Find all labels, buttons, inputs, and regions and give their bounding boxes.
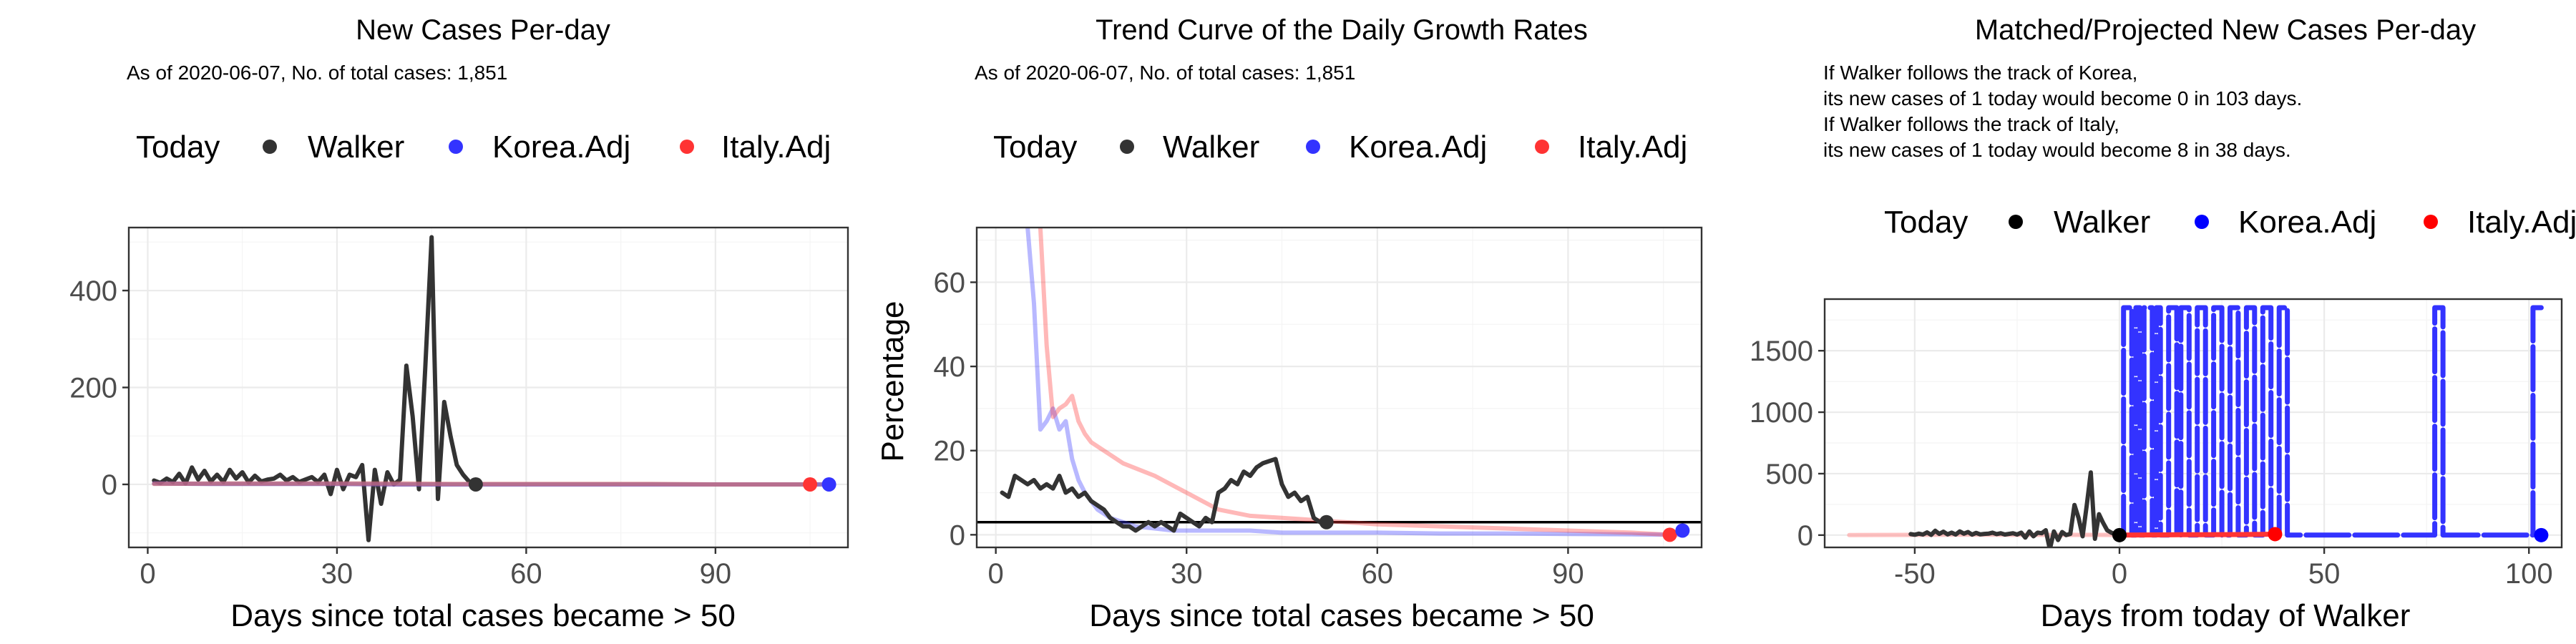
legend-label-walker: Walker [308,130,404,165]
x-tick-label: 60 [510,558,542,590]
x-tick-label: 30 [321,558,353,590]
legend-title: Today [1884,205,1968,240]
x-axis-label: Days since total cases became > 50 [1089,598,1594,633]
series-line-walker [1000,457,1329,533]
x-tick-label: -50 [1894,558,1936,590]
legend-title: Today [136,130,220,165]
legend-label-italy: Italy.Adj [2467,205,2576,240]
today-point-walker [1319,514,1334,530]
today-point-italy-adj [803,477,818,492]
plot-frame [975,226,1703,549]
series-line-korea-adj [2117,305,2544,538]
series-line-korea-adj [1025,228,1685,537]
today-point-italy-adj [1662,527,1677,542]
x-tick-label: 100 [2505,558,2553,590]
panel-growth-rates: Trend Curve of the Daily Growth Rates As… [875,14,1703,633]
x-tick-label: 0 [988,558,1004,590]
panel-title: Matched/Projected New Cases Per-day [1975,14,2476,46]
legend-key-italy [1535,140,1549,154]
y-tick-label: 0 [1797,520,1813,552]
legend: Today Walker Korea.Adj Italy.Adj [993,130,1687,165]
panel-matched-projected: Matched/Projected New Cases Per-day If W… [1750,14,2576,633]
legend-title: Today [993,130,1077,165]
y-tick-label: 40 [934,351,966,383]
legend-key-walker [263,140,277,154]
x-tick-label: 0 [2112,558,2127,590]
today-point-italy-adj [2268,527,2283,542]
legend-key-korea [2195,215,2209,229]
panel-title: New Cases Per-day [356,14,610,46]
legend: Today Walker Korea.Adj Italy.Adj [1884,205,2576,240]
y-axis-label: Percentage [875,301,910,462]
today-point-walker [2112,527,2127,542]
x-tick-label: 90 [700,558,732,590]
y-tick-label: 60 [934,267,966,298]
plot-area: 0 30 60 90 0 20 40 60 [934,226,1703,590]
legend-key-walker [2009,215,2023,229]
legend-label-korea: Korea.Adj [1349,130,1487,165]
series-line-walker [152,235,478,542]
panel-subtitle: As of 2020-06-07, No. of total cases: 1,… [975,62,1355,84]
legend-label-walker: Walker [2054,205,2150,240]
panel-subtitle: As of 2020-06-07, No. of total cases: 1,… [127,62,507,84]
legend-label-italy: Italy.Adj [1578,130,1687,165]
today-point-korea-adj [1675,523,1690,538]
panel-title: Trend Curve of the Daily Growth Rates [1096,14,1588,46]
y-tick-label: 500 [1765,459,1813,490]
y-tick-label: 0 [950,519,965,551]
panel-new-cases-per-day: New Cases Per-day As of 2020-06-07, No. … [69,14,849,633]
legend-key-korea [449,140,463,154]
y-tick-label: 0 [102,469,117,501]
x-axis-label: Days from today of Walker [2041,598,2411,633]
legend: Today Walker Korea.Adj Italy.Adj [136,130,831,165]
series-line-walker [1908,470,2122,547]
x-tick-label: 0 [140,558,155,590]
legend-key-walker [1120,140,1134,154]
x-tick-label: 30 [1171,558,1203,590]
x-tick-label: 90 [1552,558,1584,590]
today-point-korea-adj [821,477,836,492]
plot-area: 0 30 60 90 0 200 400 [69,226,849,590]
legend-key-italy [2424,215,2438,229]
panel-subtitle-line: If Walker follows the track of Korea, [1823,62,2137,84]
legend-key-korea [1306,140,1320,154]
y-tick-label: 400 [69,275,117,307]
y-tick-label: 200 [69,373,117,404]
series-line-italy-adj [1038,228,1672,537]
panel-subtitle-line: If Walker follows the track of Italy, [1823,113,2119,135]
legend-label-italy: Italy.Adj [721,130,831,165]
legend-label-korea: Korea.Adj [2238,205,2376,240]
panel-subtitle-line: its new cases of 1 today would become 8 … [1823,139,2291,161]
y-tick-label: 20 [934,436,966,467]
today-point-walker [468,477,483,492]
y-tick-label: 1500 [1750,336,1813,367]
series-line-italy-adj [2117,531,2278,538]
legend-label-korea: Korea.Adj [492,130,630,165]
x-axis-label: Days since total cases became > 50 [230,598,736,633]
x-tick-label: 50 [2308,558,2341,590]
plot-frame [1823,298,2563,549]
y-tick-label: 1000 [1750,397,1813,429]
panel-subtitle-line: its new cases of 1 today would become 0 … [1823,87,2302,109]
legend-key-italy [680,140,694,154]
today-point-korea-adj [2534,527,2549,542]
x-tick-label: 60 [1362,558,1394,590]
legend-label-walker: Walker [1163,130,1259,165]
